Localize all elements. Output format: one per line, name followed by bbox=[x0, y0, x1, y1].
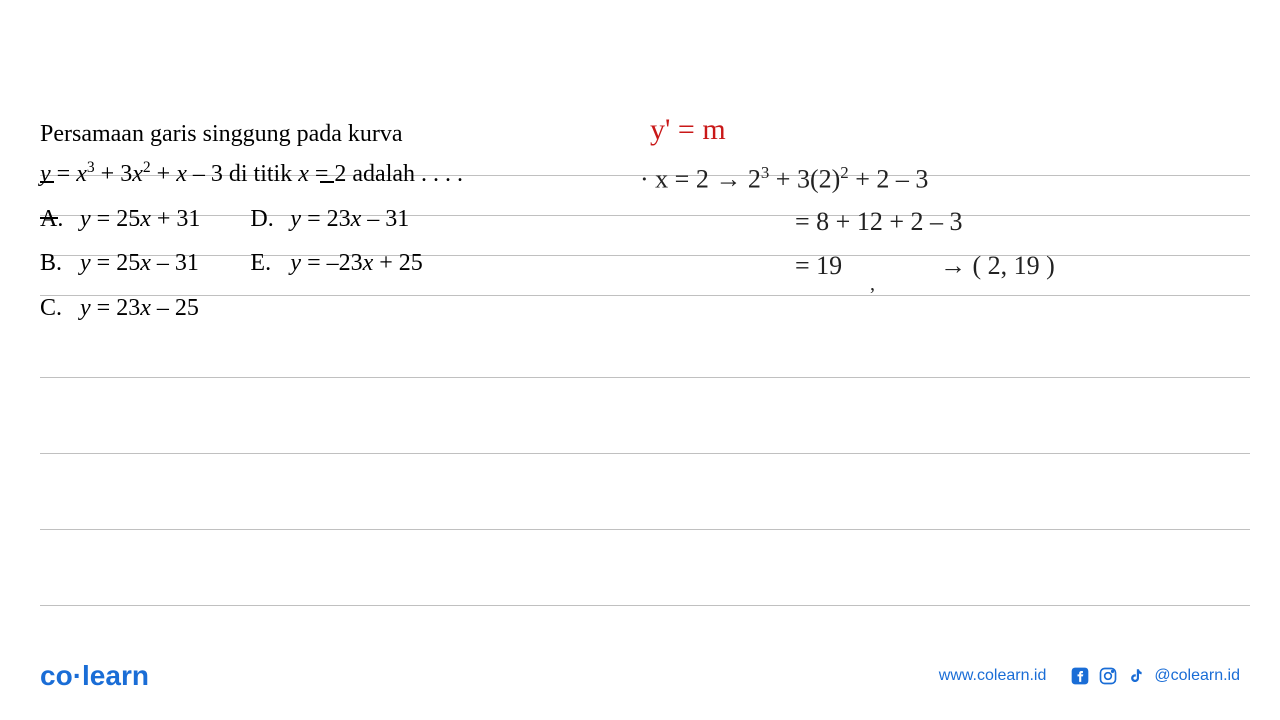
question-line-1: Persamaan garis singgung pada kurva bbox=[40, 115, 630, 153]
choice-e: E. y = –23x + 25 bbox=[250, 244, 422, 282]
social-icons: @colearn.id bbox=[1070, 666, 1240, 686]
underline-answer bbox=[40, 217, 58, 219]
underline-y bbox=[40, 181, 54, 183]
handwritten-line-2: = 8 + 12 + 2 – 3 bbox=[795, 207, 963, 237]
social-handle: @colearn.id bbox=[1154, 667, 1240, 685]
instagram-icon bbox=[1098, 666, 1118, 686]
handwritten-line-1: · x = 2 → 23 + 3(2)2 + 2 – 3 bbox=[640, 163, 928, 195]
handwritten-comma: , bbox=[870, 273, 875, 296]
website-url: www.colearn.id bbox=[939, 667, 1047, 685]
choice-b: B. y = 25x – 31 bbox=[40, 244, 200, 282]
choice-d: D. y = 23x – 31 bbox=[250, 200, 422, 238]
handwritten-line-3a: = 19 bbox=[795, 251, 842, 281]
underline-x bbox=[320, 181, 334, 183]
question-block: Persamaan garis singgung pada kurva y = … bbox=[40, 115, 630, 327]
question-line-2: y = x3 + 3x2 + x – 3 di titik x = 2 adal… bbox=[40, 155, 630, 193]
choice-a: A. y = 25x + 31 bbox=[40, 200, 200, 238]
choice-c: C. y = 23x – 25 bbox=[40, 289, 200, 327]
tiktok-icon bbox=[1126, 666, 1146, 686]
handwritten-line-3b: → ( 2, 19 ) bbox=[940, 251, 1055, 281]
facebook-icon bbox=[1070, 666, 1090, 686]
footer: co·learn www.colearn.id @colearn.id bbox=[40, 660, 1240, 692]
handwritten-red-note: y' = m bbox=[650, 113, 726, 147]
answer-choices: A. y = 25x + 31 B. y = 25x – 31 C. y = 2… bbox=[40, 200, 630, 327]
logo: co·learn bbox=[40, 660, 149, 692]
